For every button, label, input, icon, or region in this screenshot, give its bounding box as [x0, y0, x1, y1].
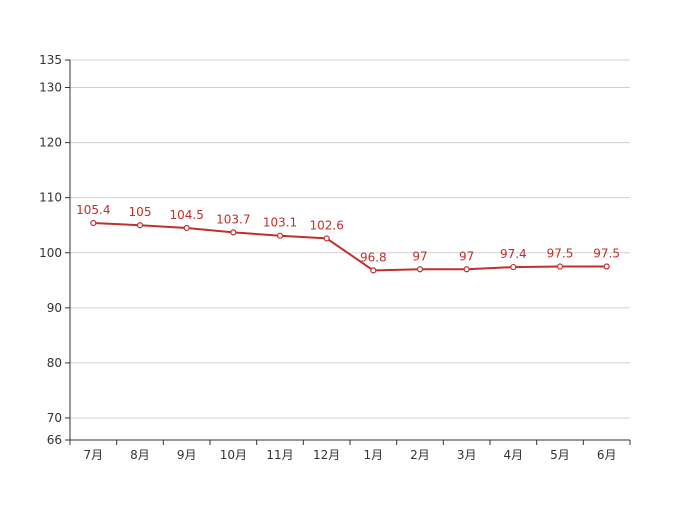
- data-label: 97.5: [593, 247, 620, 261]
- y-tick-label: 66: [47, 433, 62, 447]
- x-tick-label: 5月: [550, 448, 570, 462]
- data-label: 104.5: [169, 208, 203, 222]
- data-label: 105.4: [76, 203, 110, 217]
- data-point: [136, 222, 144, 229]
- grid-layer: [70, 59, 630, 419]
- x-tick-label: 11月: [266, 448, 293, 462]
- data-point: [416, 266, 424, 273]
- data-point: [603, 263, 610, 270]
- data-point: [230, 229, 237, 236]
- x-tick-label: 12月: [313, 448, 340, 462]
- series-line: [93, 222, 607, 272]
- x-tick-label: 7月: [84, 448, 104, 462]
- data-label: 97: [412, 249, 427, 263]
- data-label: 102.6: [309, 218, 343, 232]
- data-label: 97: [459, 249, 474, 263]
- data-point: [323, 235, 330, 242]
- y-tick-label: 70: [47, 411, 62, 425]
- x-tick-label: 4月: [504, 448, 524, 462]
- data-label: 103.1: [263, 216, 297, 230]
- data-point: [556, 263, 564, 270]
- x-tick-label: 6月: [597, 448, 617, 462]
- data-point: [276, 232, 284, 239]
- series-layer: [90, 219, 610, 274]
- x-tick-label: 8月: [130, 448, 150, 462]
- x-tick-label: 9月: [177, 448, 197, 462]
- axis-layer: 66 70 80 90 100 110 120 130 135 7月 8月 9月 10月 11月 12月 1月…: [39, 53, 631, 462]
- data-point: [183, 224, 190, 232]
- data-label: 96.8: [360, 250, 387, 264]
- data-label: 97.4: [500, 247, 527, 261]
- data-point: [370, 267, 377, 274]
- y-tick-label: 130: [39, 81, 62, 95]
- x-tick-label: 10月: [220, 448, 247, 462]
- data-point: [463, 266, 470, 273]
- label-layer: 105.4 105 104.5 103.7 103.1 102.6 96.8 97 97 97.4…: [76, 203, 620, 264]
- data-point: [510, 263, 517, 271]
- x-tick-label: 3月: [457, 448, 477, 462]
- y-tick-label: 110: [39, 191, 62, 205]
- x-tick-label: 2月: [410, 448, 430, 462]
- y-tick-label: 120: [39, 136, 62, 150]
- x-tick-label: 1月: [364, 448, 384, 462]
- y-tick-label: 100: [39, 246, 62, 260]
- y-tick-label: 90: [47, 301, 62, 315]
- data-label: 105: [129, 205, 152, 219]
- y-tick-label: 135: [39, 53, 62, 67]
- data-point: [90, 219, 97, 227]
- y-tick-label: 80: [47, 356, 62, 370]
- data-label: 97.5: [547, 247, 574, 261]
- data-label: 103.7: [216, 212, 250, 226]
